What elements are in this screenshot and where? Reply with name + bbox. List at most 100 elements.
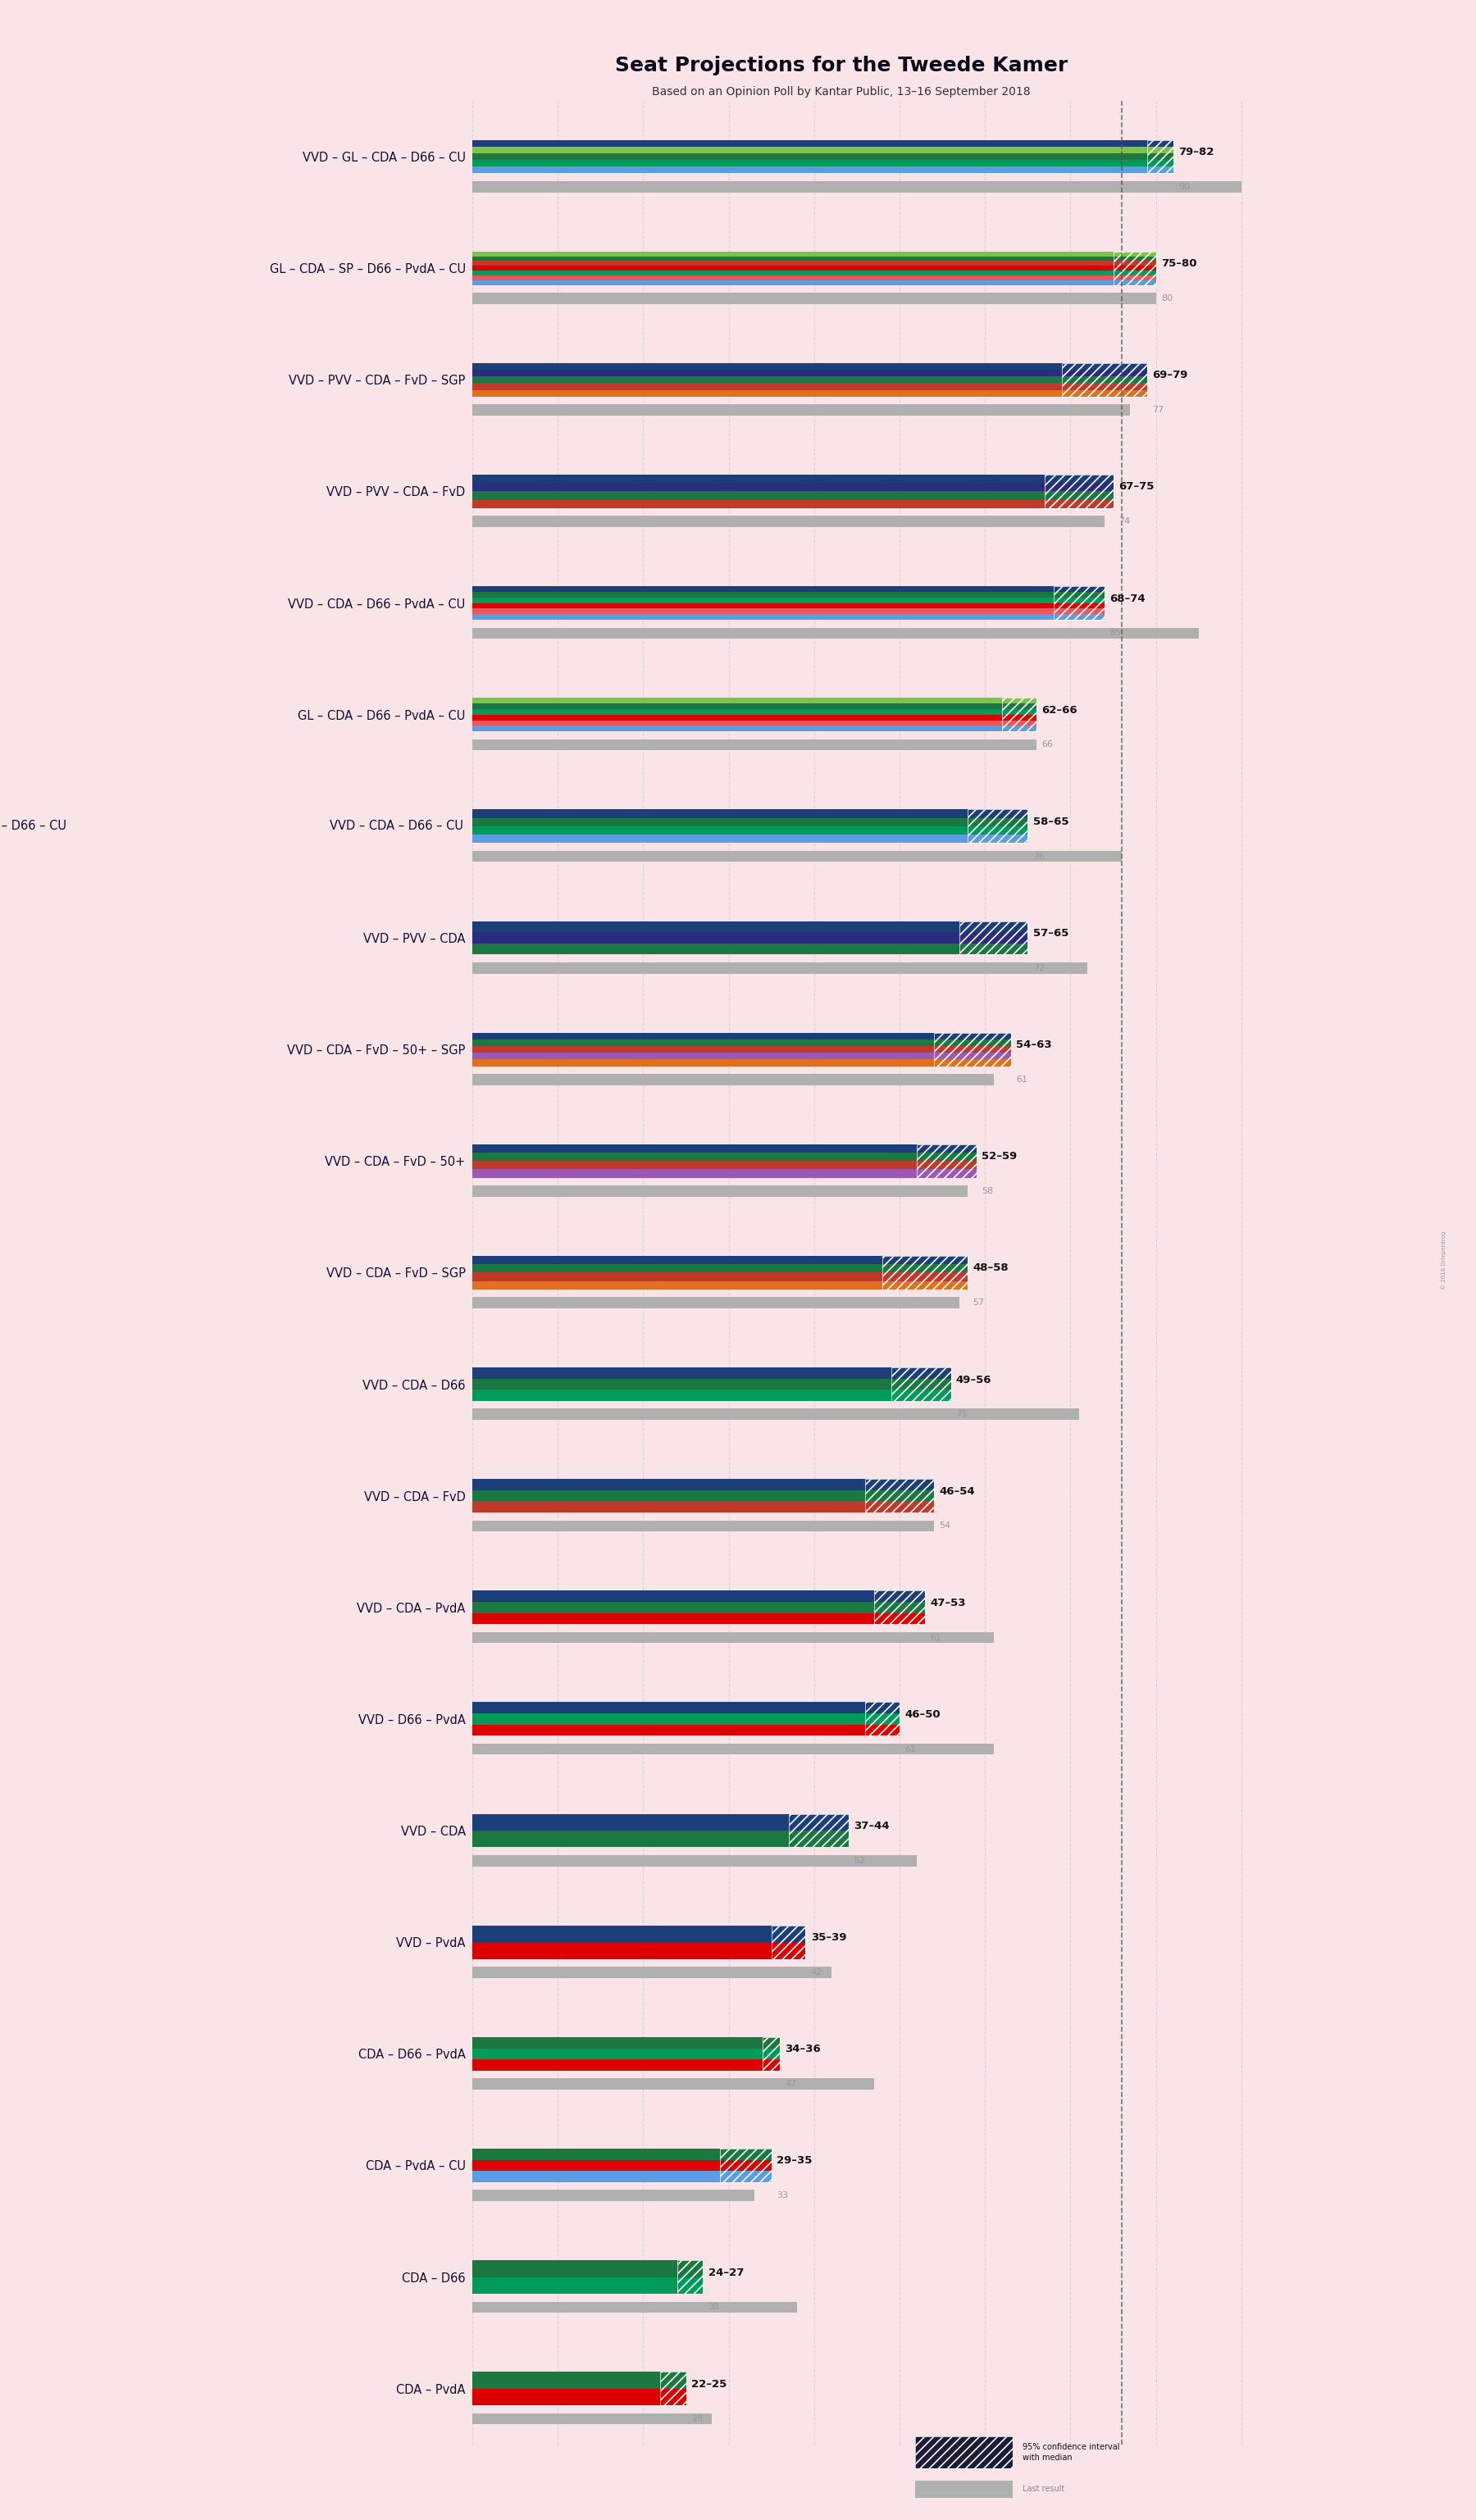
- Text: 61: 61: [905, 1744, 917, 1754]
- Bar: [472, 708, 1036, 716]
- Text: 66: 66: [1042, 741, 1052, 748]
- Bar: [472, 2079, 874, 2089]
- Bar: [472, 499, 1113, 509]
- Bar: [772, 1925, 806, 1958]
- Bar: [472, 1714, 899, 1724]
- Text: © 2018 Griepentrog: © 2018 Griepentrog: [1441, 1230, 1446, 1290]
- Bar: [472, 257, 1156, 262]
- Bar: [472, 1855, 917, 1867]
- Text: 68–74: 68–74: [1110, 592, 1145, 605]
- Bar: [472, 262, 1156, 265]
- Bar: [472, 1603, 925, 1613]
- Bar: [472, 270, 1156, 275]
- Bar: [472, 627, 1199, 638]
- Bar: [472, 265, 1156, 270]
- Bar: [472, 1520, 934, 1532]
- Bar: [472, 834, 1027, 842]
- Bar: [472, 1298, 959, 1308]
- Bar: [1054, 587, 1104, 620]
- Bar: [472, 146, 1173, 154]
- Bar: [472, 1074, 993, 1086]
- Bar: [472, 1169, 977, 1177]
- Text: Last result: Last result: [1023, 2485, 1064, 2492]
- Bar: [472, 615, 1104, 620]
- Bar: [959, 922, 1027, 955]
- Bar: [472, 1479, 934, 1489]
- Bar: [472, 2414, 711, 2424]
- Text: 35–39: 35–39: [810, 1933, 846, 1943]
- Bar: [472, 809, 1027, 819]
- Bar: [472, 852, 1122, 862]
- Text: 72: 72: [1033, 963, 1045, 973]
- Bar: [472, 1053, 1011, 1058]
- Bar: [472, 716, 1036, 721]
- Text: 33: 33: [776, 2192, 788, 2200]
- Bar: [472, 2049, 779, 2059]
- Bar: [677, 2260, 703, 2293]
- Bar: [472, 1280, 968, 1290]
- Bar: [883, 1255, 968, 1290]
- Bar: [472, 726, 1036, 731]
- Bar: [472, 2059, 779, 2071]
- Bar: [763, 2036, 779, 2071]
- Text: 57: 57: [973, 1298, 984, 1308]
- Text: 76: 76: [1033, 852, 1045, 859]
- Text: 52–59: 52–59: [982, 1152, 1017, 1162]
- Text: 54: 54: [939, 1522, 951, 1530]
- Bar: [472, 592, 1104, 597]
- Bar: [472, 1273, 968, 1280]
- Bar: [472, 738, 1036, 751]
- Text: 58: 58: [982, 1187, 993, 1194]
- Bar: [472, 2150, 772, 2160]
- Bar: [472, 403, 1131, 416]
- Text: 37–44: 37–44: [853, 1822, 889, 1832]
- Text: 61: 61: [930, 1633, 942, 1641]
- Bar: [472, 602, 1104, 607]
- Text: 77: 77: [1153, 406, 1165, 413]
- Bar: [472, 2160, 772, 2170]
- Bar: [472, 1378, 951, 1391]
- Text: 58–65: 58–65: [1033, 816, 1069, 827]
- Bar: [472, 1943, 806, 1958]
- Text: 54–63: 54–63: [1015, 1041, 1051, 1051]
- Bar: [472, 1152, 977, 1162]
- Bar: [472, 391, 1147, 396]
- Bar: [472, 1704, 899, 1714]
- Text: 71: 71: [956, 1411, 968, 1419]
- Bar: [472, 1590, 925, 1603]
- Bar: [720, 2150, 772, 2182]
- Bar: [892, 1368, 951, 1401]
- Bar: [968, 809, 1027, 842]
- Bar: [472, 1744, 993, 1754]
- Bar: [472, 2190, 754, 2200]
- Bar: [472, 292, 1156, 305]
- Bar: [472, 370, 1147, 375]
- Text: 75–80: 75–80: [1162, 260, 1197, 270]
- Bar: [472, 721, 1036, 726]
- Bar: [915, 2437, 1013, 2467]
- Bar: [472, 2389, 686, 2404]
- Bar: [472, 159, 1173, 166]
- Bar: [472, 484, 1113, 491]
- Bar: [472, 963, 1088, 973]
- Bar: [472, 1368, 951, 1378]
- Bar: [915, 2480, 1013, 2497]
- Bar: [472, 2278, 703, 2293]
- Text: 62–66: 62–66: [1042, 706, 1077, 716]
- Bar: [472, 474, 1113, 484]
- Text: 28: 28: [691, 2414, 703, 2422]
- Bar: [472, 1966, 831, 1978]
- Text: Based on an Opinion Poll by Kantar Public, 13–16 September 2018: Based on an Opinion Poll by Kantar Publi…: [652, 86, 1030, 98]
- Bar: [472, 2260, 703, 2278]
- Text: VVD – CDA – D66 – CU: VVD – CDA – D66 – CU: [0, 819, 66, 832]
- Bar: [1045, 474, 1113, 509]
- Bar: [865, 1479, 934, 1512]
- Text: 38: 38: [708, 2303, 720, 2311]
- Bar: [472, 827, 1027, 834]
- Text: 22–25: 22–25: [691, 2379, 726, 2389]
- Bar: [915, 2437, 1013, 2467]
- Bar: [865, 1704, 899, 1736]
- Bar: [472, 375, 1147, 383]
- Bar: [1061, 363, 1147, 396]
- Bar: [472, 1144, 977, 1152]
